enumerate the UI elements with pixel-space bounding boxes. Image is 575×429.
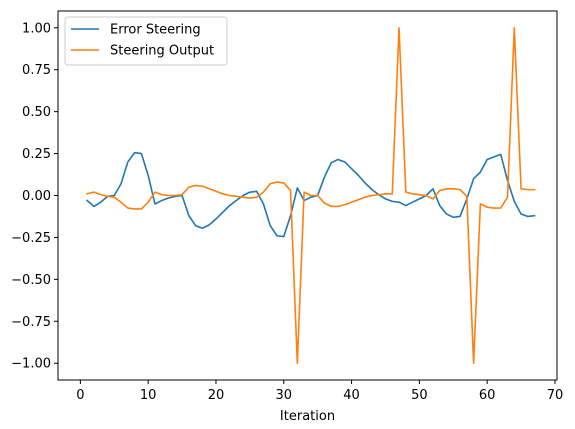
x-tick-label: 10 [140,388,157,403]
x-tick-label: 70 [547,388,564,403]
y-tick-label: 0.50 [22,105,51,120]
y-tick-label: −0.25 [11,231,51,246]
legend: Error Steering Steering Output [64,16,228,66]
x-axis: 0 10 20 30 40 50 60 70 [76,380,563,403]
x-tick-label: 50 [411,388,428,403]
series-layer [86,26,536,365]
y-tick-label: −1.00 [11,357,51,372]
x-tick-label: 20 [208,388,225,403]
y-axis: −1.00 −0.75 −0.50 −0.25 0.00 0.25 0.50 0.75 1.00 [11,21,58,372]
x-tick-label: 0 [76,388,84,403]
y-tick-label: 0.25 [22,147,51,162]
x-tick-label: 60 [479,388,496,403]
x-tick-label: 30 [275,388,292,403]
x-tick-label: 40 [343,388,360,403]
y-tick-label: −0.75 [11,315,51,330]
y-tick-label: 0.00 [22,189,51,204]
x-axis-label: Iteration [280,409,335,424]
legend-label-steering-output: Steering Output [110,44,214,59]
y-tick-label: 0.75 [22,63,51,78]
series-line-error-steering [86,151,536,238]
legend-label-error-steering: Error Steering [110,23,201,38]
series-line-steering-output [86,26,536,365]
y-tick-label: −0.50 [11,273,51,288]
y-tick-label: 1.00 [22,21,51,36]
legend-box [64,16,228,66]
